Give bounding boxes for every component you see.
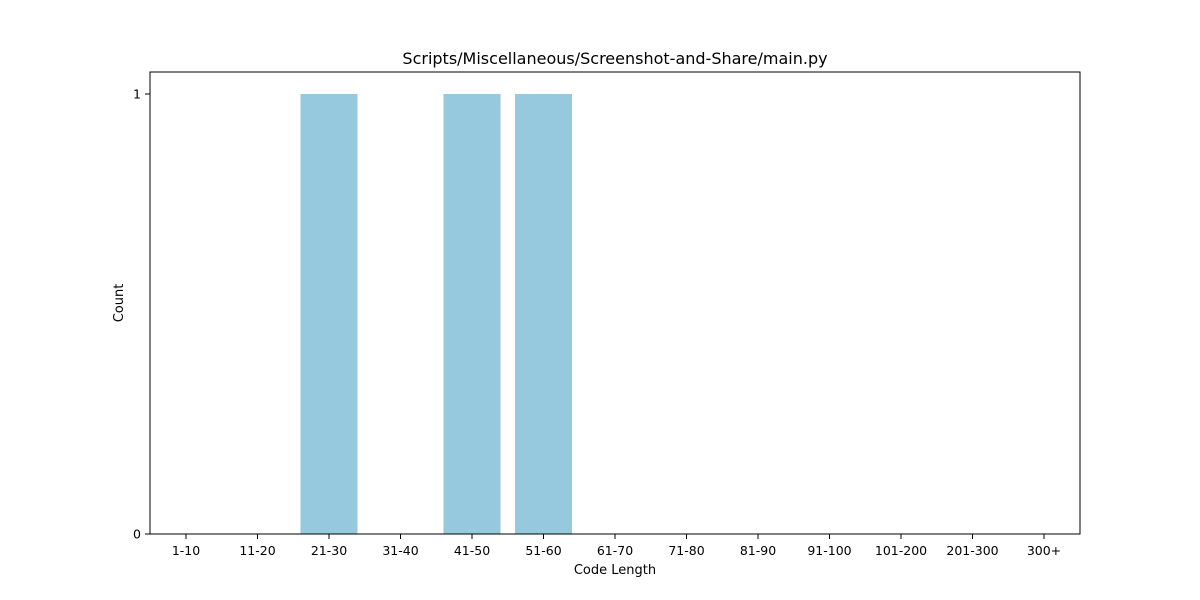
- x-tick-label: 51-60: [525, 543, 561, 558]
- x-tick-label: 61-70: [597, 543, 633, 558]
- x-tick-label: 300+: [1027, 543, 1061, 558]
- x-tick-label: 91-100: [807, 543, 851, 558]
- bars: [300, 94, 572, 534]
- y-axis-label: Count: [112, 284, 127, 323]
- x-tick-label: 81-90: [740, 543, 776, 558]
- x-axis-label: Code Length: [574, 563, 656, 578]
- chart-title: Scripts/Miscellaneous/Screenshot-and-Sha…: [402, 49, 827, 68]
- plot-frame: [149, 71, 1081, 535]
- x-axis-ticks: 1-10 11-20 21-30 31-40 41-50 51-60 61-70 71-80 8…: [172, 534, 1061, 558]
- bar-41-50: [443, 94, 501, 534]
- x-tick-label: 201-300: [946, 543, 998, 558]
- x-tick-label: 41-50: [454, 543, 490, 558]
- x-tick-label: 1-10: [172, 543, 200, 558]
- x-tick-label: 31-40: [382, 543, 418, 558]
- y-axis-ticks: 01: [133, 87, 150, 542]
- bar-51-60: [515, 94, 572, 534]
- y-tick-label: 0: [133, 527, 141, 542]
- y-tick-label: 1: [133, 87, 141, 102]
- x-tick-label: 101-200: [875, 543, 927, 558]
- bar-21-30: [300, 94, 358, 534]
- x-tick-label: 11-20: [239, 543, 275, 558]
- x-tick-label: 21-30: [311, 543, 347, 558]
- x-tick-label: 71-80: [668, 543, 704, 558]
